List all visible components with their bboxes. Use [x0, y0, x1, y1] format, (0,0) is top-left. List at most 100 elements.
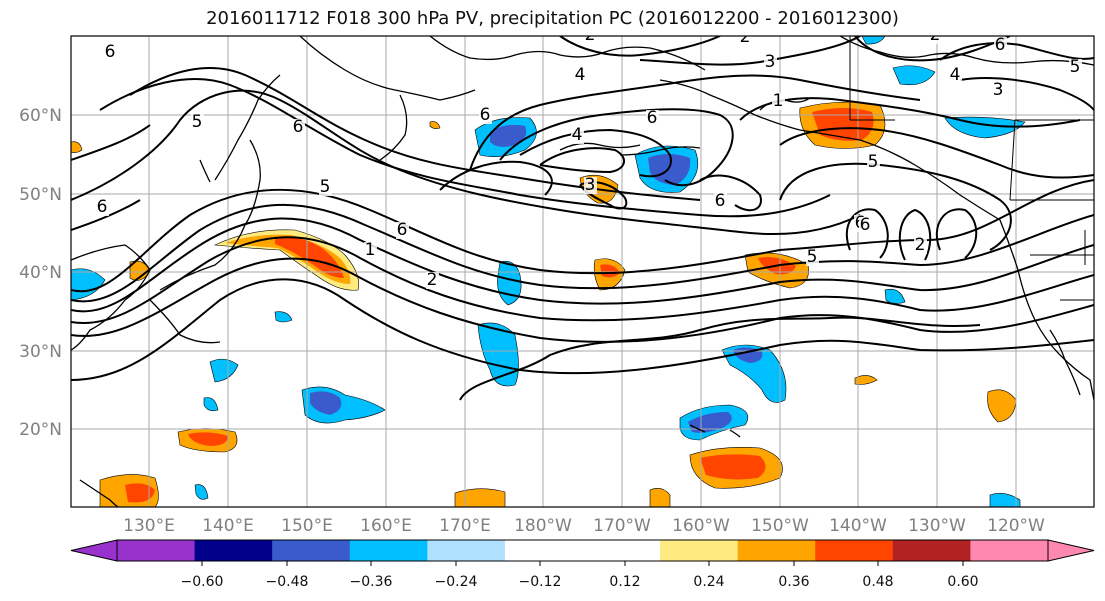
contour-label: 6	[397, 220, 408, 240]
precip-pos-10	[649, 488, 671, 507]
contour-label-bg	[772, 93, 785, 110]
precip-neg-10	[194, 484, 209, 500]
colorbar-extend-low	[70, 539, 118, 562]
contour-label-bg	[806, 249, 819, 266]
contour-label-bg	[584, 36, 597, 44]
precip-neg-15	[989, 493, 1021, 507]
colorbar-segment	[349, 540, 428, 561]
pv-contours	[71, 36, 1094, 401]
precip-neg-8	[209, 358, 239, 383]
colorbar-segment	[892, 540, 971, 561]
colorbar-segment	[194, 540, 273, 561]
contour-label-bg	[292, 119, 305, 136]
contour-label: 1	[773, 91, 784, 111]
contour-label: 3	[765, 52, 776, 72]
contour-label-bg	[479, 107, 492, 124]
contour-label-bg	[584, 177, 597, 194]
colorbar-segment	[117, 540, 196, 561]
contour-label: 6	[97, 197, 108, 217]
precip-neg-5-core	[310, 391, 342, 415]
contour-label: 5	[1070, 57, 1081, 77]
colorbar-tick-label: −0.12	[519, 574, 562, 590]
contour-label: 6	[860, 215, 871, 235]
precip-neg-14	[884, 288, 906, 304]
contour-label-bg	[646, 110, 659, 127]
contour-label: 4	[572, 125, 583, 145]
precip-pos-7-core	[188, 432, 228, 446]
colorbar-segment	[737, 540, 816, 561]
lon-label: 170°E	[439, 516, 491, 536]
longitude-labels: 130°E 140°E 150°E 160°E 170°E 180°W 170°W 160°W…	[123, 516, 1045, 536]
precip-neg-11	[944, 116, 1026, 139]
precip-neg-4	[477, 322, 519, 387]
lat-label: 60°N	[19, 106, 62, 126]
precip-neg-17	[274, 311, 293, 323]
contour-label-bg	[714, 193, 727, 210]
lon-label: 130°E	[123, 516, 175, 536]
lon-label: 180°W	[514, 516, 572, 536]
colorbar-tick-label: 0.48	[862, 574, 893, 590]
precip-pos-12	[854, 375, 878, 385]
colorbar-tick-label: 0.24	[693, 574, 724, 590]
lat-label: 40°N	[19, 263, 62, 283]
colorbar-segment	[427, 540, 506, 561]
colorbar-frame	[116, 539, 1049, 562]
contour-label: 5	[320, 177, 331, 197]
contour-label: 1	[365, 240, 376, 260]
contour-label-bg	[867, 154, 880, 171]
contour-label-bg	[426, 272, 439, 289]
colorbar-tick-label: −0.36	[350, 574, 393, 590]
colorbar-segment	[504, 540, 583, 561]
lat-label: 20°N	[19, 420, 62, 440]
precip-pos-11	[987, 389, 1017, 423]
contour-label: 2	[427, 270, 438, 290]
colorbar-tick-label: 0.12	[609, 574, 640, 590]
colorbar-segment	[970, 540, 1049, 561]
contour-label-bg	[104, 44, 117, 61]
precip-pos-5-core	[600, 264, 620, 278]
lon-label: 160°W	[672, 516, 730, 536]
precip-neg-1-core	[490, 124, 527, 147]
contour-label: 5	[807, 247, 818, 267]
map-frame	[70, 35, 1095, 508]
contour-label-bg	[96, 199, 109, 216]
contour-label: 5	[868, 152, 879, 172]
contour-label-bg	[914, 237, 927, 254]
contour-label-bg	[949, 67, 962, 84]
colorbar-segment	[660, 540, 739, 561]
contour-label: 2	[740, 27, 751, 47]
colorbar-tick-label: −0.48	[266, 574, 309, 590]
contour-label-bg	[574, 67, 587, 84]
precip-pos-15	[71, 141, 83, 153]
colorbar-extend-high	[1047, 539, 1095, 562]
lon-label: 160°E	[360, 516, 412, 536]
precip-pos-14	[429, 121, 441, 129]
contour-label: 2	[930, 25, 941, 45]
precip-pos-1-core	[275, 237, 344, 278]
contour-label-bg	[1069, 59, 1082, 76]
precip-pos-3-core	[700, 454, 766, 480]
precip-neg-6-core	[688, 412, 732, 433]
latitude-labels: 60°N 50°N 40°N 30°N 20°N	[19, 106, 62, 440]
contour-label-bg	[859, 217, 872, 234]
colorbar-segment	[582, 540, 661, 561]
contour-label: 3	[585, 175, 596, 195]
contour-label: 2	[585, 25, 596, 45]
contour-label-bg	[739, 36, 752, 46]
contour-label: 6	[105, 42, 116, 62]
lon-label: 150°E	[281, 516, 333, 536]
contour-label: 5	[192, 112, 203, 132]
colorbar-segment	[272, 540, 351, 561]
contour-label: 6	[715, 191, 726, 211]
lon-label: 140°W	[829, 516, 887, 536]
contour-label-bg	[764, 54, 777, 71]
contour-label-bg	[571, 127, 584, 144]
contour-label-bg	[396, 222, 409, 239]
contour-label-bg	[992, 82, 1005, 99]
colorbar-tick-label: 0.60	[947, 574, 978, 590]
contour-label-bg	[994, 37, 1007, 54]
lon-label: 170°W	[593, 516, 651, 536]
contour-label-bg	[191, 114, 204, 131]
contour-label: 6	[647, 108, 658, 128]
contour-label-bg	[364, 242, 377, 259]
